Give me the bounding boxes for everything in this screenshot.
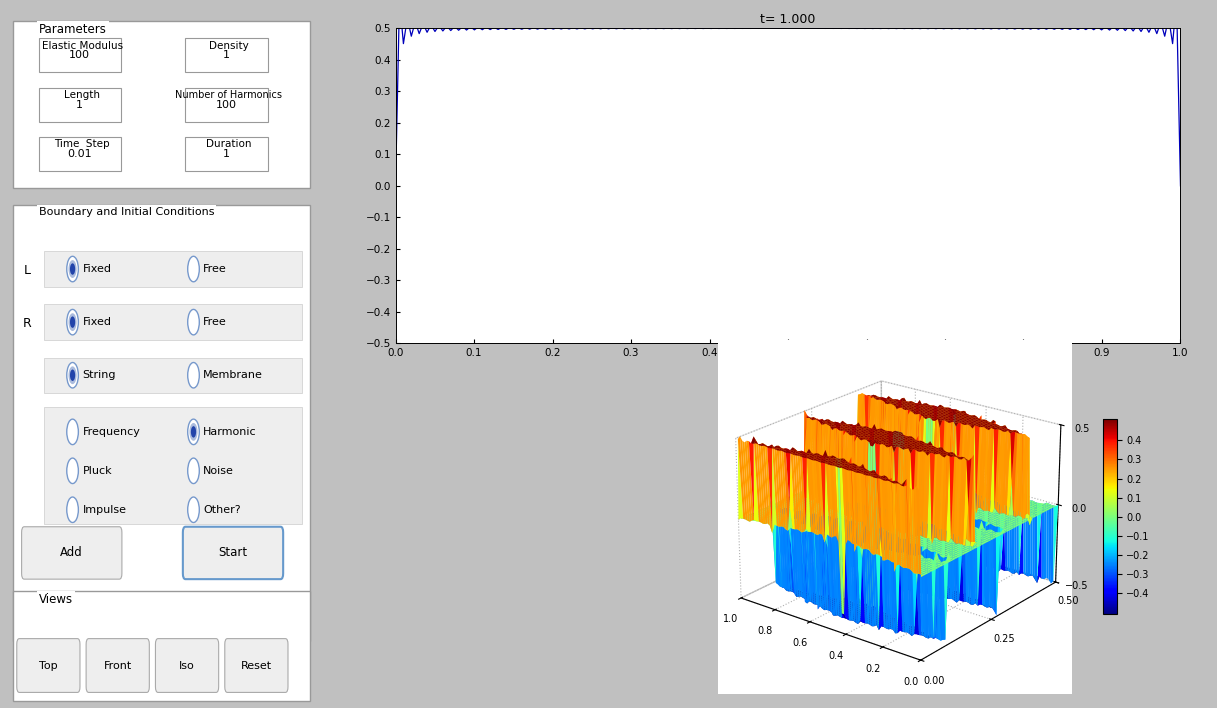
FancyBboxPatch shape bbox=[39, 137, 120, 171]
Circle shape bbox=[67, 362, 78, 388]
Text: Duration: Duration bbox=[206, 139, 252, 149]
Text: Parameters: Parameters bbox=[39, 23, 107, 36]
Circle shape bbox=[69, 263, 75, 275]
FancyBboxPatch shape bbox=[183, 527, 284, 579]
FancyBboxPatch shape bbox=[44, 358, 302, 393]
Circle shape bbox=[67, 497, 78, 523]
Text: Fixed: Fixed bbox=[83, 317, 112, 327]
FancyBboxPatch shape bbox=[185, 88, 268, 122]
Circle shape bbox=[67, 256, 78, 282]
Circle shape bbox=[187, 362, 200, 388]
FancyBboxPatch shape bbox=[39, 88, 120, 122]
Text: Views: Views bbox=[39, 593, 73, 606]
Text: 1: 1 bbox=[223, 149, 230, 159]
Text: L: L bbox=[24, 264, 30, 277]
Text: R: R bbox=[23, 317, 32, 330]
Text: Frequency: Frequency bbox=[83, 427, 140, 437]
Text: Density: Density bbox=[209, 41, 248, 51]
FancyBboxPatch shape bbox=[44, 251, 302, 287]
FancyBboxPatch shape bbox=[44, 304, 302, 340]
Text: Front: Front bbox=[103, 661, 131, 670]
Text: Iso: Iso bbox=[179, 661, 195, 670]
Circle shape bbox=[187, 497, 200, 523]
Circle shape bbox=[69, 370, 75, 381]
FancyBboxPatch shape bbox=[39, 38, 120, 72]
Text: Fixed: Fixed bbox=[83, 264, 112, 274]
Text: Noise: Noise bbox=[203, 466, 234, 476]
FancyBboxPatch shape bbox=[44, 407, 302, 524]
Text: Top: Top bbox=[39, 661, 57, 670]
Circle shape bbox=[191, 426, 196, 438]
Circle shape bbox=[187, 256, 200, 282]
Circle shape bbox=[68, 366, 77, 384]
Text: Pluck: Pluck bbox=[83, 466, 112, 476]
FancyBboxPatch shape bbox=[86, 639, 150, 692]
FancyBboxPatch shape bbox=[13, 205, 309, 641]
FancyBboxPatch shape bbox=[185, 38, 268, 72]
Text: Elastic Modulus: Elastic Modulus bbox=[41, 41, 123, 51]
Circle shape bbox=[67, 309, 78, 335]
FancyBboxPatch shape bbox=[185, 137, 268, 171]
Text: Boundary and Initial Conditions: Boundary and Initial Conditions bbox=[39, 207, 214, 217]
Text: 1: 1 bbox=[223, 50, 230, 60]
Text: Add: Add bbox=[61, 547, 83, 559]
Circle shape bbox=[187, 309, 200, 335]
FancyBboxPatch shape bbox=[13, 21, 309, 188]
Text: 0.01: 0.01 bbox=[67, 149, 92, 159]
Text: 100: 100 bbox=[217, 100, 237, 110]
FancyBboxPatch shape bbox=[17, 639, 80, 692]
Circle shape bbox=[190, 423, 197, 441]
Text: Free: Free bbox=[203, 264, 228, 274]
Text: Harmonic: Harmonic bbox=[203, 427, 257, 437]
Circle shape bbox=[68, 260, 77, 278]
Text: Free: Free bbox=[203, 317, 228, 327]
Text: Other?: Other? bbox=[203, 505, 241, 515]
Text: Reset: Reset bbox=[241, 661, 271, 670]
Circle shape bbox=[69, 316, 75, 328]
Title: t= 1.000: t= 1.000 bbox=[761, 13, 815, 25]
Text: Membrane: Membrane bbox=[203, 370, 263, 380]
Text: Time  Step: Time Step bbox=[55, 139, 110, 149]
Circle shape bbox=[67, 419, 78, 445]
FancyBboxPatch shape bbox=[156, 639, 219, 692]
FancyBboxPatch shape bbox=[13, 591, 309, 701]
Text: Number of Harmonics: Number of Harmonics bbox=[175, 90, 282, 100]
Circle shape bbox=[187, 419, 200, 445]
Text: Length: Length bbox=[65, 90, 100, 100]
Text: 100: 100 bbox=[69, 50, 90, 60]
Circle shape bbox=[68, 313, 77, 331]
Text: String: String bbox=[83, 370, 116, 380]
Text: Impulse: Impulse bbox=[83, 505, 127, 515]
Circle shape bbox=[187, 458, 200, 484]
Circle shape bbox=[67, 458, 78, 484]
FancyBboxPatch shape bbox=[22, 527, 122, 579]
FancyBboxPatch shape bbox=[225, 639, 288, 692]
Text: 1: 1 bbox=[77, 100, 83, 110]
Text: Start: Start bbox=[218, 547, 247, 559]
